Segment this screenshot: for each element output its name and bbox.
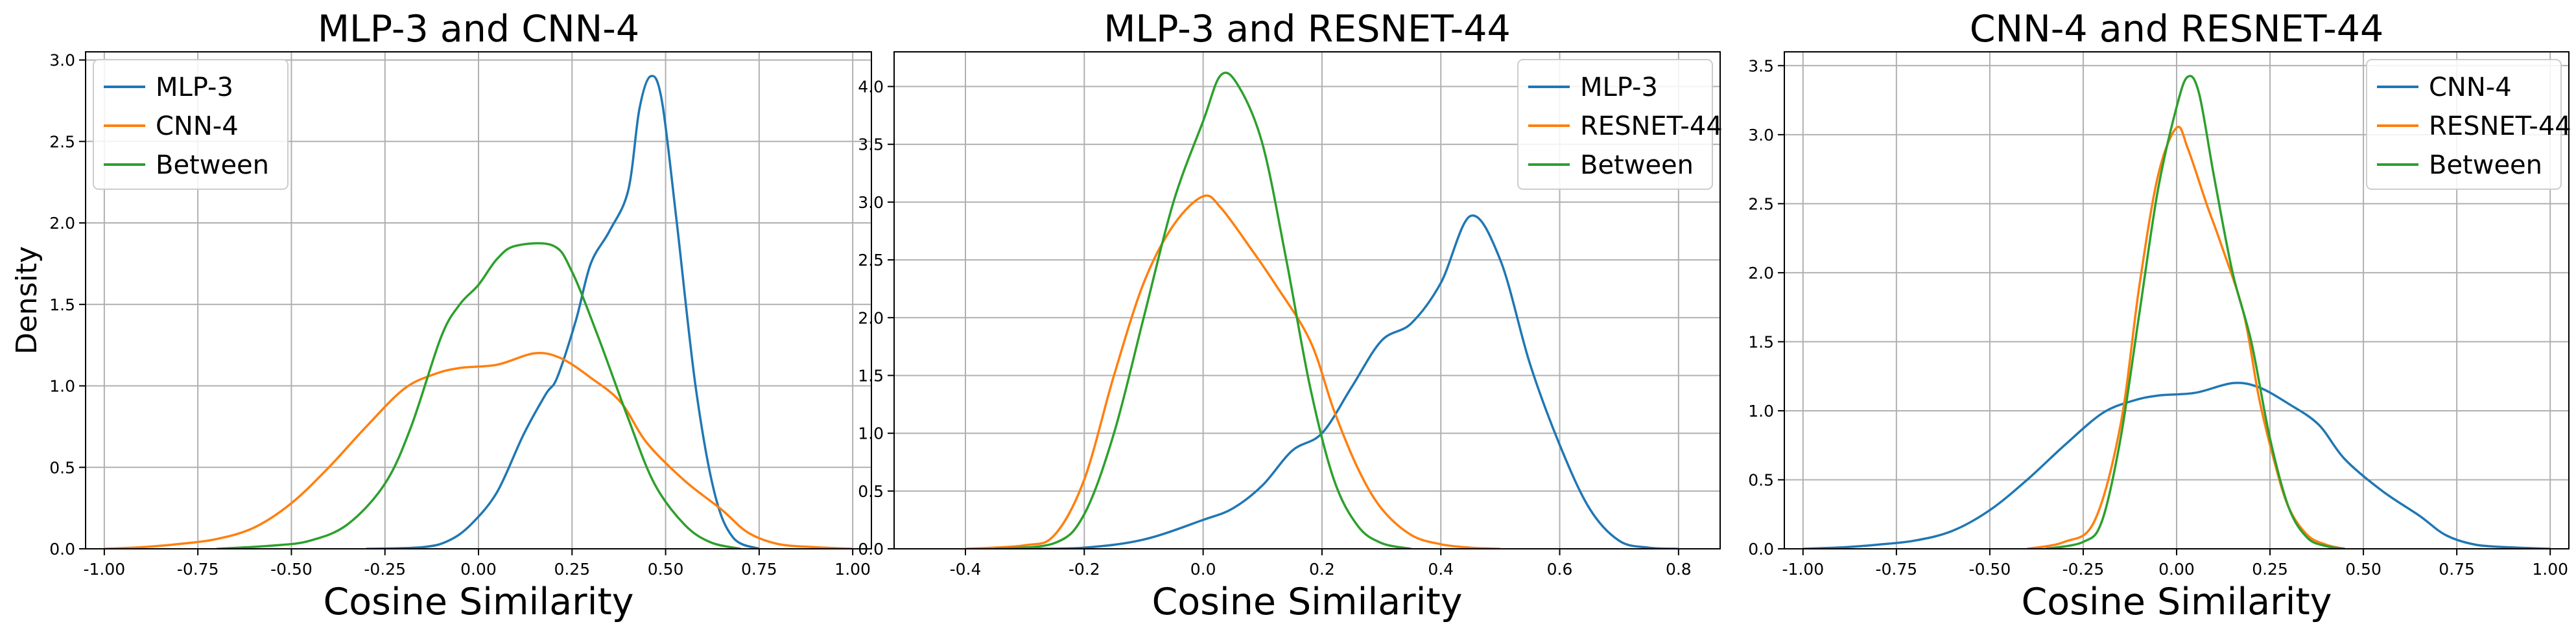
- x-tick-label: 0.75: [2439, 560, 2475, 579]
- x-tick-label: -0.50: [270, 560, 313, 579]
- series-line-between: [216, 242, 741, 549]
- legend-box: [2366, 59, 2562, 190]
- y-tick-label: 1.0: [49, 377, 75, 396]
- y-tick-label: 3.0: [49, 51, 75, 70]
- x-tick-label: -1.00: [1782, 560, 1824, 579]
- series-line-mlp-3: [1024, 214, 1679, 549]
- x-tick-label: -0.75: [1876, 560, 1918, 579]
- x-tick-label: 0.25: [554, 560, 590, 579]
- legend-label: RESNET-44: [2429, 111, 2571, 141]
- x-tick-label: 0.8: [1666, 560, 1692, 579]
- legend-label: Between: [2429, 150, 2542, 180]
- legend: MLP-3 CNN-4 Between: [93, 59, 289, 190]
- y-tick-label: 3.0: [1748, 126, 1774, 144]
- y-tick-label: 0.5: [1748, 470, 1774, 489]
- y-tick-label: 2.0: [858, 308, 884, 327]
- y-tick-label: 0.0: [858, 540, 884, 559]
- y-tick-label: 1.0: [1748, 402, 1774, 421]
- y-tick-label: 0.0: [1748, 540, 1774, 559]
- x-tick-label: -0.2: [1069, 560, 1100, 579]
- x-tick-label: -0.50: [1969, 560, 2011, 579]
- series-line-between: [2045, 75, 2345, 549]
- chart-title: MLP-3 and RESNET-44: [1104, 8, 1511, 51]
- y-tick-label: 3.5: [1748, 56, 1774, 75]
- y-tick-label: 1.0: [858, 424, 884, 443]
- x-axis-label: Cosine Similarity: [2021, 581, 2332, 623]
- series-line-resnet-44: [2027, 125, 2345, 549]
- chart-title: CNN-4 and RESNET-44: [1970, 8, 2384, 51]
- x-tick-label: 0.75: [741, 560, 777, 579]
- axes-frame: [893, 51, 1721, 549]
- y-tick-label: 3.0: [858, 193, 884, 212]
- series-line-cnn-4: [1802, 382, 2551, 549]
- y-tick-label: 1.5: [858, 366, 884, 385]
- y-tick-label: 1.5: [1748, 332, 1774, 351]
- legend-label: MLP-3: [1580, 73, 1658, 102]
- legend-label: Between: [156, 150, 269, 180]
- x-tick-label: -0.4: [950, 560, 982, 579]
- series-line-cnn-4: [104, 352, 853, 549]
- legend-box: [1517, 59, 1713, 190]
- x-tick-label: 0.00: [460, 560, 497, 579]
- y-tick-label: 2.5: [858, 251, 884, 270]
- x-tick-label: -0.25: [2062, 560, 2105, 579]
- chart-panel-2: -0.4 -0.2 0.0 0.2 0.4 0.6 0.8 0.0 0.5 1.0 1.5 2.0 2.…: [858, 8, 1723, 623]
- y-tick-label: 2.0: [1748, 264, 1774, 283]
- series-line-between: [995, 71, 1412, 549]
- y-axis-label: Density: [10, 246, 43, 354]
- x-tick-label: 0.0: [1190, 560, 1216, 579]
- x-tick-label: 0.4: [1428, 560, 1454, 579]
- y-tick-label: 3.5: [858, 135, 884, 154]
- x-axis-label: Cosine Similarity: [323, 581, 633, 623]
- x-axis-label: Cosine Similarity: [1152, 581, 1462, 623]
- x-tick-label: 0.50: [2345, 560, 2381, 579]
- legend-label: CNN-4: [2429, 73, 2512, 102]
- x-tick-label: 1.00: [834, 560, 871, 579]
- chart-panel-3: -1.00 -0.75 -0.50 -0.25 0.00 0.25 0.50 0.75 1.00…: [1748, 8, 2571, 623]
- chart-title: MLP-3 and CNN-4: [318, 8, 639, 51]
- legend: MLP-3 RESNET-44 Between: [1517, 59, 1723, 190]
- x-tick-label: -0.25: [364, 560, 406, 579]
- x-tick-label: 0.25: [2252, 560, 2288, 579]
- y-tick-label: 0.5: [858, 482, 884, 501]
- legend-label: MLP-3: [156, 73, 233, 102]
- chart-panel-1: -1.00 -0.75 -0.50 -0.25 0.00 0.25 0.50 0.75 1.00…: [10, 8, 872, 623]
- y-tick-label: 2.5: [1748, 194, 1774, 213]
- series-line-mlp-3: [366, 75, 760, 549]
- legend-box: [93, 59, 289, 190]
- legend: CNN-4 RESNET-44 Between: [2366, 59, 2571, 190]
- x-tick-label: 0.00: [2158, 560, 2195, 579]
- legend-label: CNN-4: [156, 111, 239, 141]
- x-tick-label: 0.6: [1547, 560, 1573, 579]
- y-tick-label: 1.5: [49, 295, 75, 314]
- x-tick-label: -0.75: [177, 560, 219, 579]
- x-tick-label: -1.00: [84, 560, 126, 579]
- y-tick-label: 0.5: [49, 458, 75, 477]
- y-tick-label: 4.0: [858, 78, 884, 97]
- legend-label: RESNET-44: [1580, 111, 1723, 141]
- y-tick-label: 2.5: [49, 132, 75, 151]
- series-line-resnet-44: [965, 194, 1500, 549]
- legend-label: Between: [1580, 150, 1694, 180]
- x-tick-label: 0.50: [648, 560, 684, 579]
- x-tick-label: 1.00: [2532, 560, 2568, 579]
- x-tick-label: 0.2: [1309, 560, 1335, 579]
- y-tick-label: 2.0: [49, 214, 75, 233]
- y-tick-label: 0.0: [49, 540, 75, 559]
